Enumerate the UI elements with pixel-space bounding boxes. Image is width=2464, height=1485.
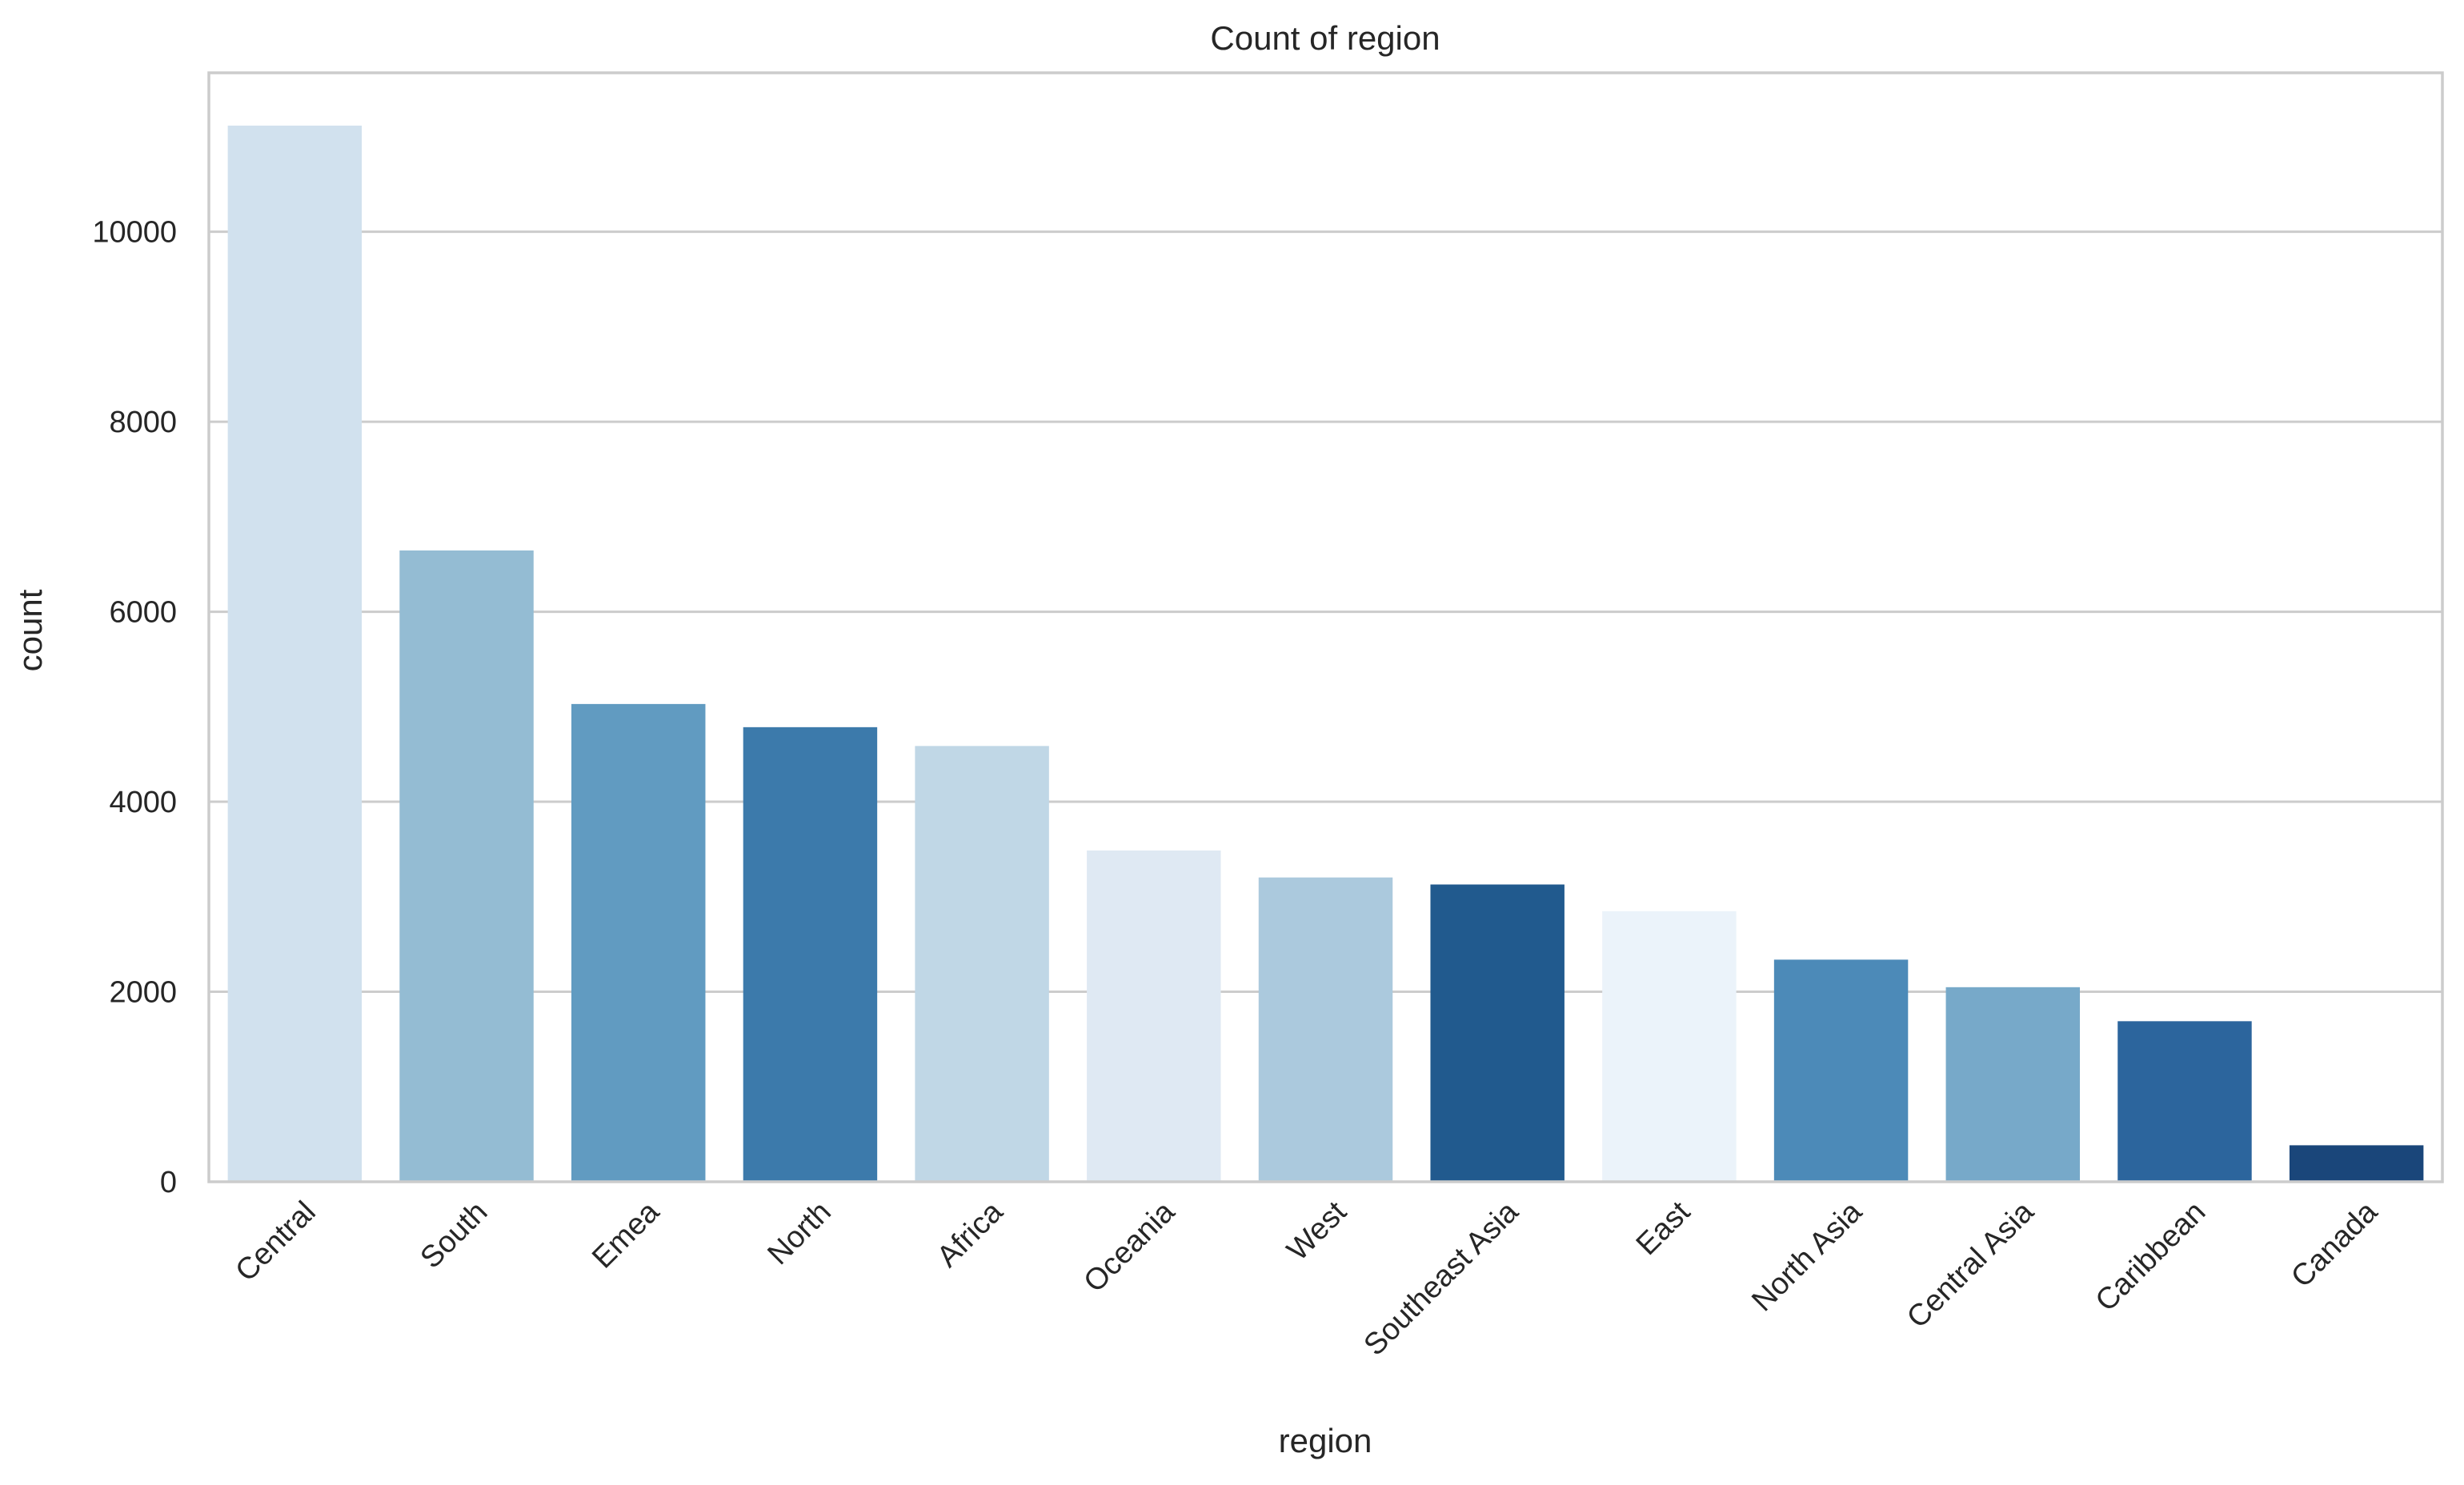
- y-tick-label: 6000: [109, 596, 177, 630]
- x-tick-label: Emea: [586, 1195, 667, 1275]
- x-tick-label: South: [414, 1195, 494, 1275]
- y-tick-label: 8000: [109, 406, 177, 439]
- x-tick-label: Canada: [2285, 1195, 2384, 1294]
- y-tick-label: 4000: [109, 786, 177, 819]
- x-tick-label: Southeast Asia: [1358, 1195, 1526, 1363]
- x-axis-ticks: Central South Emea North Africa Oceania West So…: [229, 1195, 2384, 1363]
- x-axis-label: region: [1279, 1422, 1372, 1459]
- x-tick-label: Oceania: [1077, 1195, 1181, 1299]
- y-tick-label: 2000: [109, 976, 177, 1010]
- plot-frame: [207, 71, 2444, 1183]
- x-tick-label: West: [1280, 1195, 1353, 1267]
- chart-title: Count of region: [1210, 19, 1440, 57]
- bar: [2289, 1145, 2424, 1182]
- y-tick-label: 10000: [92, 216, 177, 250]
- y-axis-ticks: 0 2000 4000 6000 8000 10000: [92, 216, 177, 1199]
- bar: [2117, 1021, 2252, 1182]
- bars: [227, 126, 2424, 1182]
- y-axis-label: count: [11, 589, 49, 671]
- x-tick-label: North: [761, 1195, 837, 1271]
- x-tick-label: East: [1630, 1195, 1697, 1262]
- bar: [399, 550, 534, 1182]
- bar: [1430, 884, 1565, 1182]
- bar: [1258, 877, 1393, 1182]
- bar: [743, 726, 878, 1182]
- x-tick-label: North Asia: [1745, 1195, 1869, 1318]
- x-tick-label: Central: [229, 1195, 322, 1288]
- bar: [1945, 987, 2080, 1182]
- bar: [915, 746, 1049, 1182]
- x-tick-label: Central Asia: [1901, 1195, 2041, 1335]
- bar: [1773, 959, 1909, 1182]
- bar: [227, 126, 363, 1182]
- y-tick-label: 0: [160, 1166, 177, 1199]
- bar: [1602, 911, 1737, 1182]
- x-tick-label: Africa: [931, 1195, 1010, 1274]
- bar: [1087, 850, 1221, 1182]
- x-tick-label: Caribbean: [2089, 1195, 2213, 1319]
- bar: [571, 703, 706, 1182]
